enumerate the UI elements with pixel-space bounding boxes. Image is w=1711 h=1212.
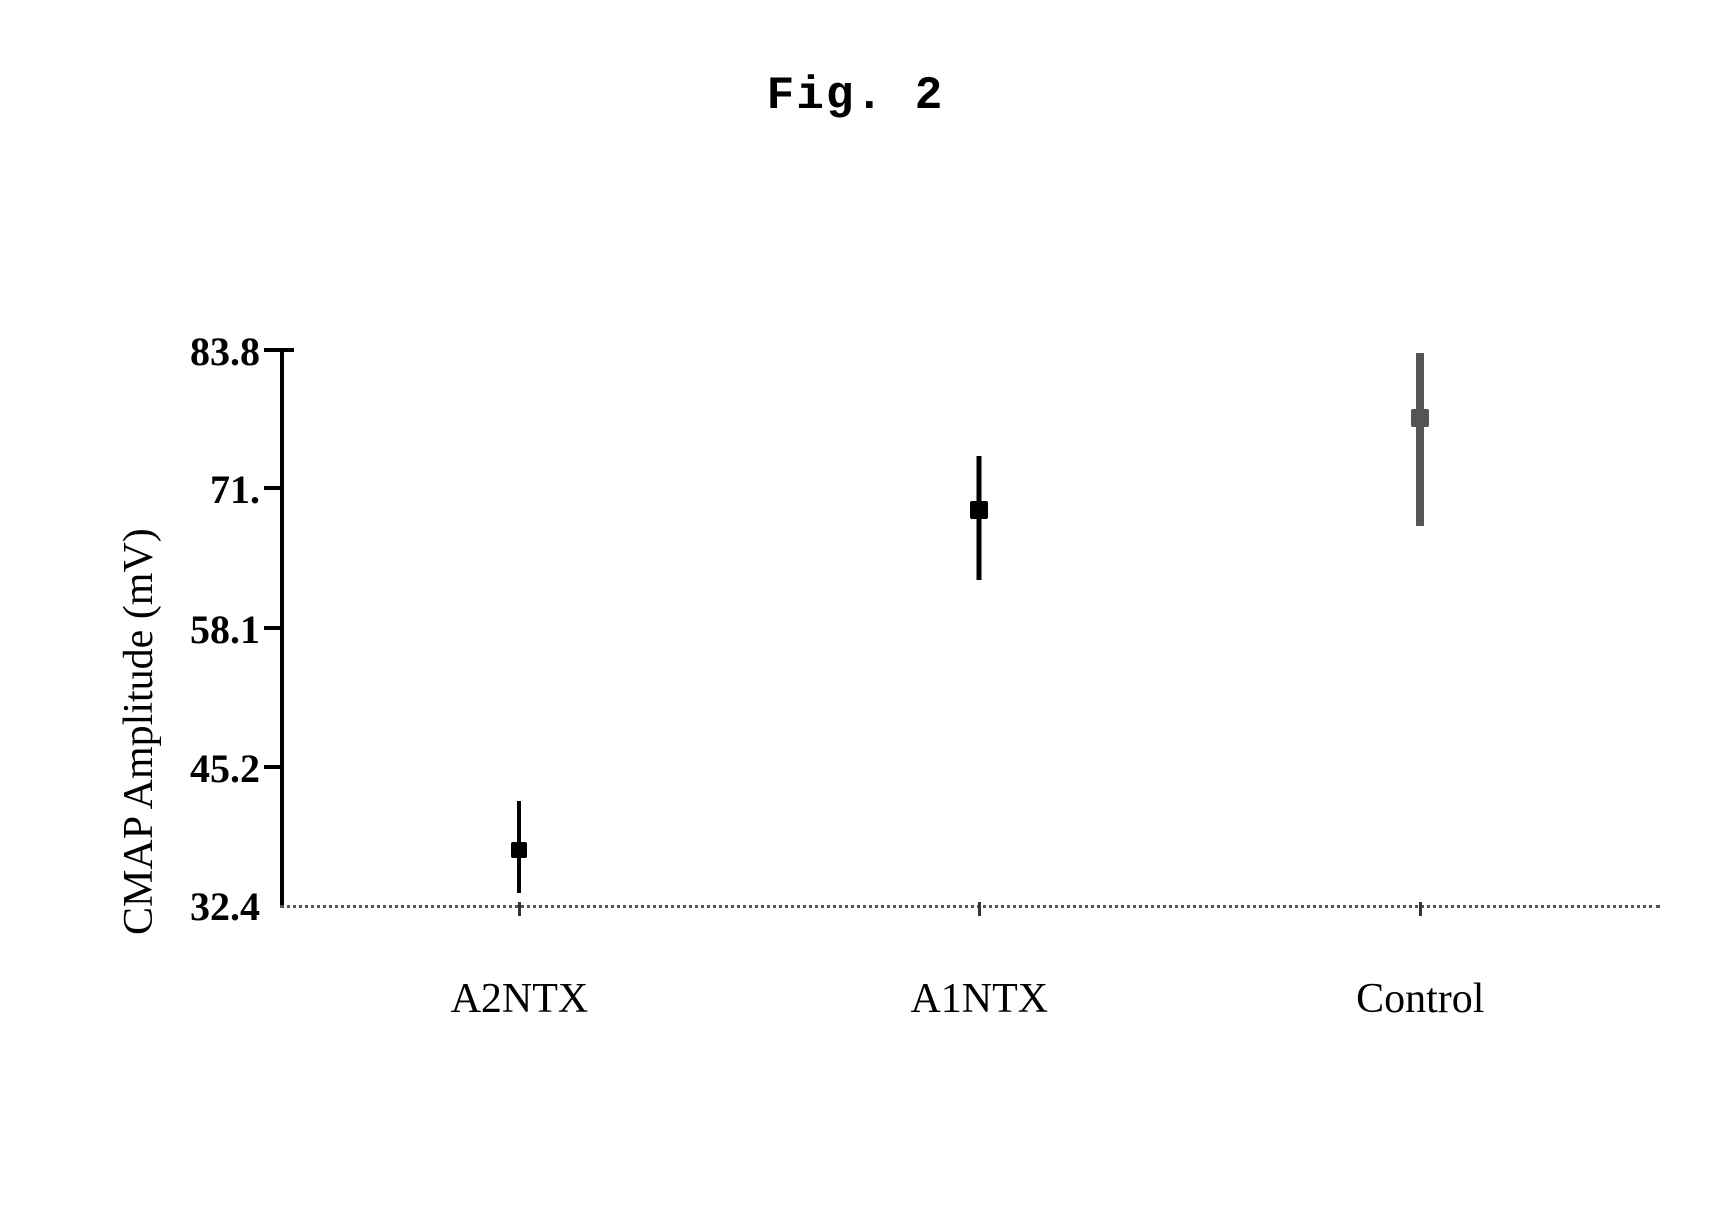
x-axis [280,905,1660,908]
y-tick-label: 71. [150,466,260,513]
plot-area: 83.871.58.145.232.4A2NTXA1NTXControl [280,350,1540,905]
y-tick-label: 83.8 [150,328,260,375]
y-tick-label: 32.4 [150,883,260,930]
x-tick [518,902,521,916]
y-tick-label: 58.1 [150,606,260,653]
x-category-label: A2NTX [399,975,639,1023]
y-tick [264,486,280,490]
data-point [970,501,988,519]
figure-title: Fig. 2 [0,70,1711,122]
data-point [511,842,527,858]
y-tick [264,626,280,630]
x-category-label: Control [1300,975,1540,1023]
y-tick [264,348,280,352]
x-category-label: A1NTX [859,975,1099,1023]
y-tick [264,765,280,769]
error-bar [1416,353,1424,526]
y-axis-label: CMAP Amplitude (mV) [115,528,163,935]
y-axis [280,350,284,905]
x-tick [978,902,981,916]
y-tick-label: 45.2 [150,745,260,792]
data-point [1411,409,1429,427]
figure-2: Fig. 2 CMAP Amplitude (mV) 83.871.58.145… [0,0,1711,1212]
x-tick [1419,902,1422,916]
